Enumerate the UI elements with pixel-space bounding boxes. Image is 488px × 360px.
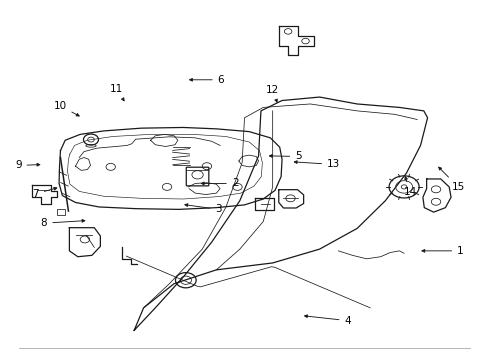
Text: 2: 2 (201, 179, 238, 188)
Text: 3: 3 (184, 204, 222, 214)
Text: 10: 10 (53, 101, 79, 116)
Text: 13: 13 (294, 159, 340, 170)
Text: 5: 5 (269, 152, 301, 162)
Text: 6: 6 (189, 75, 224, 85)
Text: 9: 9 (15, 161, 40, 171)
Text: 1: 1 (421, 246, 463, 256)
Text: 11: 11 (110, 85, 124, 101)
Text: 14: 14 (403, 177, 416, 197)
Bar (57, 209, 65, 215)
Text: 8: 8 (41, 218, 85, 228)
Text: 4: 4 (304, 315, 350, 326)
Text: 15: 15 (438, 167, 464, 192)
Text: 7: 7 (32, 187, 57, 199)
Text: 12: 12 (265, 85, 279, 102)
